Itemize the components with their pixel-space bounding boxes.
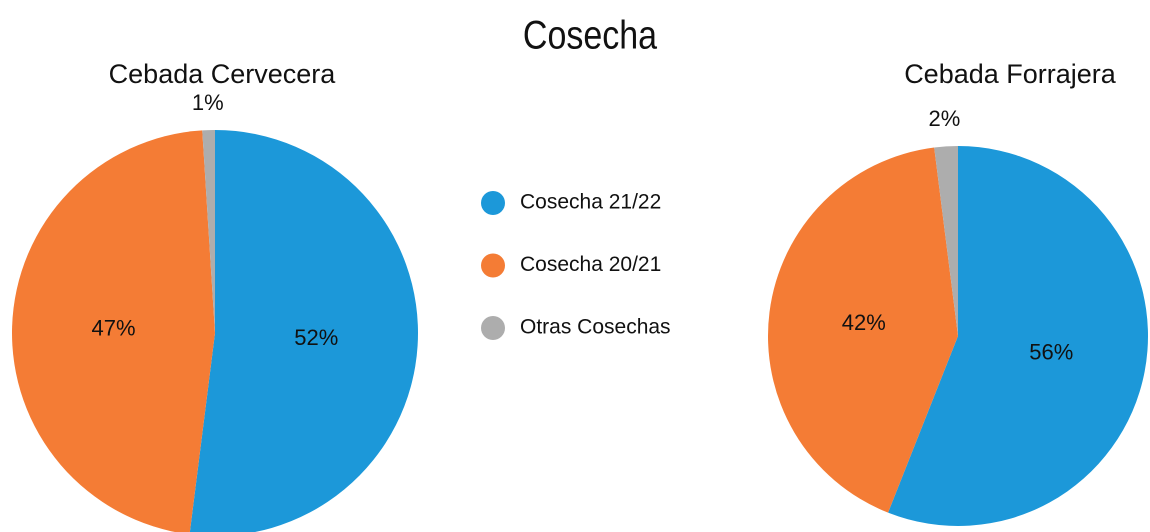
pie-slice [768, 147, 958, 513]
page-title: Cosecha [523, 12, 657, 57]
slice-label: 52% [294, 325, 338, 350]
pie-slice [12, 130, 215, 532]
pie-slice [888, 146, 1148, 527]
slice-label: 1% [192, 90, 224, 115]
slice-label: 56% [1029, 340, 1073, 365]
legend-swatch [481, 191, 505, 215]
legend-label: Otras Cosechas [520, 316, 671, 339]
legend-swatch [481, 316, 505, 340]
slice-label: 42% [842, 310, 886, 335]
legend-label: Cosecha 20/21 [520, 253, 661, 276]
pie-slice [202, 130, 215, 333]
pie-slice [934, 146, 958, 336]
legend-label: Cosecha 21/22 [520, 191, 661, 214]
pie-title: Cebada Forrajera [904, 59, 1117, 89]
slice-label: 47% [92, 316, 136, 341]
pie-slice [189, 130, 418, 532]
slice-label: 2% [929, 106, 961, 131]
pie-title: Cebada Cervecera [109, 59, 337, 89]
legend-swatch [481, 253, 505, 278]
